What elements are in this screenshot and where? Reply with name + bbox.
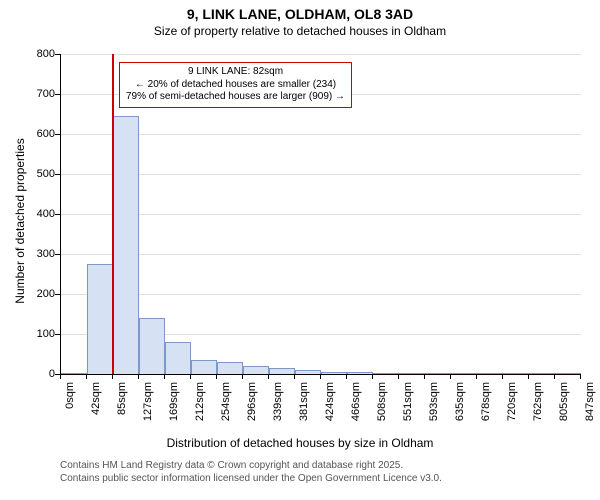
x-tick-label: 381sqm: [298, 382, 310, 421]
plot-area: 9 LINK LANE: 82sqm ← 20% of detached hou…: [60, 54, 581, 375]
y-tick-label: 100: [25, 328, 55, 340]
x-tick: [476, 374, 477, 379]
x-tick: [528, 374, 529, 379]
x-tick: [346, 374, 347, 379]
x-tick-label: 254sqm: [220, 382, 232, 421]
chart-title: 9, LINK LANE, OLDHAM, OL8 3AD: [0, 6, 600, 22]
x-tick-label: 42sqm: [90, 382, 102, 415]
x-tick-label: 0sqm: [64, 382, 76, 409]
x-tick: [398, 374, 399, 379]
x-tick-label: 635sqm: [454, 382, 466, 421]
bar: [347, 372, 373, 374]
x-tick: [580, 374, 581, 379]
x-tick-label: 593sqm: [428, 382, 440, 421]
bar: [113, 116, 139, 374]
bar: [425, 373, 451, 374]
bar: [373, 373, 399, 374]
x-tick-label: 678sqm: [480, 382, 492, 421]
chart-container: 9, LINK LANE, OLDHAM, OL8 3AD Size of pr…: [0, 0, 600, 500]
gridline: [61, 294, 581, 295]
y-tick-label: 0: [25, 368, 55, 380]
x-tick-label: 551sqm: [402, 382, 414, 421]
x-tick: [112, 374, 113, 379]
gridline: [61, 54, 581, 55]
y-tick-label: 200: [25, 288, 55, 300]
y-tick-label: 400: [25, 208, 55, 220]
x-tick-label: 762sqm: [532, 382, 544, 421]
x-tick: [554, 374, 555, 379]
bar: [217, 362, 243, 374]
bar: [61, 373, 87, 374]
x-tick: [190, 374, 191, 379]
x-tick: [242, 374, 243, 379]
x-tick-label: 508sqm: [376, 382, 388, 421]
x-tick: [164, 374, 165, 379]
x-tick: [138, 374, 139, 379]
x-tick-label: 339sqm: [272, 382, 284, 421]
bar: [321, 372, 347, 374]
x-tick-label: 127sqm: [142, 382, 154, 421]
x-tick-label: 805sqm: [558, 382, 570, 421]
bar: [295, 370, 321, 374]
x-tick: [372, 374, 373, 379]
bar: [555, 373, 581, 374]
gridline: [61, 214, 581, 215]
bar: [165, 342, 191, 374]
y-tick: [55, 214, 60, 215]
y-tick-label: 300: [25, 248, 55, 260]
x-tick: [294, 374, 295, 379]
annotation-line2: ← 20% of detached houses are smaller (23…: [126, 79, 345, 92]
x-tick-label: 85sqm: [116, 382, 128, 415]
x-tick-label: 169sqm: [168, 382, 180, 421]
x-tick: [424, 374, 425, 379]
bar: [477, 373, 503, 374]
y-tick: [55, 54, 60, 55]
x-tick: [450, 374, 451, 379]
y-tick-label: 600: [25, 128, 55, 140]
chart-subtitle: Size of property relative to detached ho…: [0, 24, 600, 38]
bar: [399, 373, 425, 374]
x-tick: [86, 374, 87, 379]
gridline: [61, 254, 581, 255]
y-tick: [55, 174, 60, 175]
bar: [451, 373, 477, 374]
footer-line1: Contains HM Land Registry data © Crown c…: [60, 460, 580, 473]
x-tick-label: 212sqm: [194, 382, 206, 421]
annotation-line1: 9 LINK LANE: 82sqm: [126, 66, 345, 79]
x-tick-label: 296sqm: [246, 382, 258, 421]
footer: Contains HM Land Registry data © Crown c…: [60, 460, 580, 485]
y-tick: [55, 94, 60, 95]
footer-line2: Contains public sector information licen…: [60, 473, 580, 486]
annotation-box: 9 LINK LANE: 82sqm ← 20% of detached hou…: [119, 62, 352, 108]
reference-line: [112, 54, 114, 374]
x-tick-label: 847sqm: [584, 382, 596, 421]
bar: [243, 366, 269, 374]
x-tick: [320, 374, 321, 379]
y-tick: [55, 254, 60, 255]
x-tick: [502, 374, 503, 379]
x-tick: [216, 374, 217, 379]
y-tick-label: 800: [25, 48, 55, 60]
bar: [529, 373, 555, 374]
y-tick: [55, 134, 60, 135]
gridline: [61, 174, 581, 175]
x-tick-label: 466sqm: [350, 382, 362, 421]
bar: [503, 373, 529, 374]
bar: [87, 264, 113, 374]
y-tick-label: 700: [25, 88, 55, 100]
y-tick-label: 500: [25, 168, 55, 180]
bar: [269, 368, 295, 374]
bar: [139, 318, 165, 374]
y-tick: [55, 334, 60, 335]
y-tick: [55, 294, 60, 295]
x-tick-label: 424sqm: [324, 382, 336, 421]
annotation-line3: 79% of semi-detached houses are larger (…: [126, 91, 345, 104]
x-tick: [268, 374, 269, 379]
x-tick: [60, 374, 61, 379]
gridline: [61, 134, 581, 135]
bar: [191, 360, 217, 374]
x-axis-label: Distribution of detached houses by size …: [0, 436, 600, 450]
x-tick-label: 720sqm: [506, 382, 518, 421]
